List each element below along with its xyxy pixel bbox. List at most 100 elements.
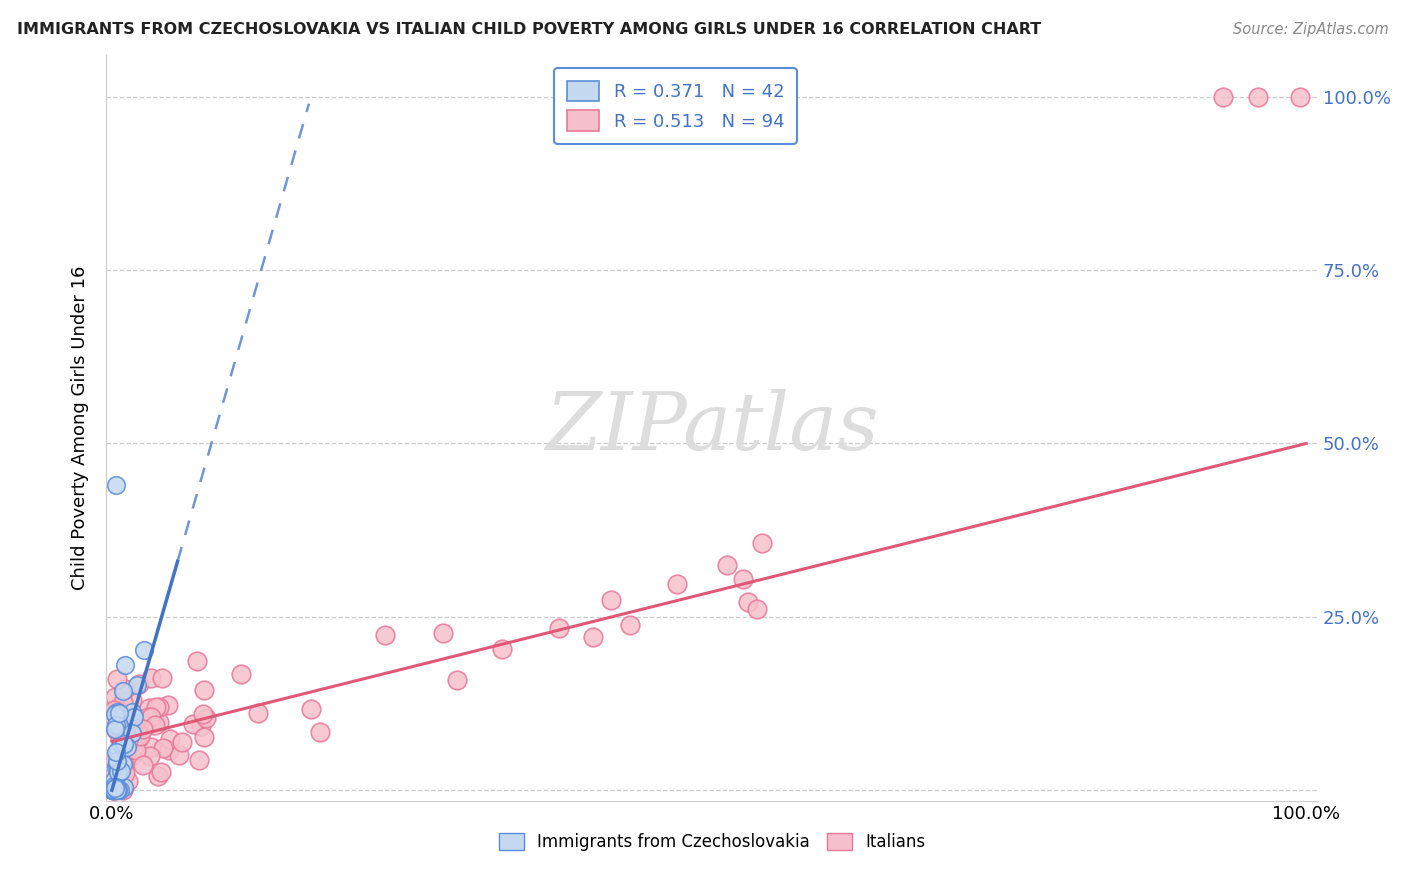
Y-axis label: Child Poverty Among Girls Under 16: Child Poverty Among Girls Under 16 xyxy=(72,266,89,591)
Point xyxy=(120,748,142,763)
Point xyxy=(114,681,136,696)
Point xyxy=(112,694,135,708)
Point xyxy=(101,783,124,797)
Point xyxy=(157,698,180,712)
Point xyxy=(446,673,468,687)
Point xyxy=(159,732,181,747)
Point xyxy=(103,783,125,797)
Point xyxy=(172,735,194,749)
Point xyxy=(101,783,124,797)
Point xyxy=(432,625,454,640)
Point xyxy=(108,731,131,745)
Point xyxy=(122,710,145,724)
Point xyxy=(103,764,125,778)
Text: ZIPatlas: ZIPatlas xyxy=(546,389,879,467)
Text: IMMIGRANTS FROM CZECHOSLOVAKIA VS ITALIAN CHILD POVERTY AMONG GIRLS UNDER 16 COR: IMMIGRANTS FROM CZECHOSLOVAKIA VS ITALIA… xyxy=(17,22,1040,37)
Point xyxy=(128,731,150,746)
Point xyxy=(193,706,215,721)
Point xyxy=(104,745,127,759)
Point xyxy=(114,751,136,765)
Point xyxy=(115,739,138,754)
Point xyxy=(666,577,689,591)
Point xyxy=(108,783,131,797)
Point xyxy=(737,595,759,609)
Point xyxy=(112,684,135,698)
Point xyxy=(104,780,127,794)
Point xyxy=(110,764,132,779)
Point xyxy=(145,699,167,714)
Point xyxy=(149,764,172,779)
Point xyxy=(716,558,738,572)
Point xyxy=(193,731,215,745)
Point xyxy=(547,621,569,635)
Point xyxy=(103,779,125,793)
Point xyxy=(374,627,396,641)
Point xyxy=(103,783,125,797)
Point xyxy=(104,690,127,705)
Point xyxy=(299,701,322,715)
Point xyxy=(112,737,135,751)
Point xyxy=(104,718,127,732)
Point xyxy=(107,767,129,781)
Point xyxy=(105,783,128,797)
Point xyxy=(104,760,127,774)
Point xyxy=(138,749,160,764)
Point xyxy=(129,729,152,743)
Point xyxy=(139,739,162,754)
Point xyxy=(114,657,136,672)
Point xyxy=(751,536,773,550)
Point xyxy=(141,710,163,724)
Point xyxy=(112,758,135,772)
Point xyxy=(132,643,155,657)
Point xyxy=(131,714,153,729)
Point xyxy=(104,714,127,729)
Point xyxy=(157,743,180,757)
Point xyxy=(148,715,170,730)
Point xyxy=(101,783,124,797)
Point xyxy=(582,631,605,645)
Point xyxy=(115,712,138,726)
Point xyxy=(190,719,212,733)
Point xyxy=(111,730,134,744)
Point xyxy=(104,723,127,738)
Point xyxy=(308,724,330,739)
Point xyxy=(103,710,125,724)
Point xyxy=(107,765,129,780)
Point xyxy=(103,703,125,717)
Point xyxy=(125,743,148,757)
Point xyxy=(105,756,128,771)
Point xyxy=(229,666,252,681)
Point xyxy=(247,706,270,721)
Point xyxy=(101,757,124,772)
Point xyxy=(132,722,155,736)
Point xyxy=(107,783,129,797)
Point xyxy=(131,758,153,772)
Point xyxy=(101,783,124,797)
Point xyxy=(105,478,128,492)
Point xyxy=(152,740,174,755)
Point xyxy=(101,718,124,732)
Point xyxy=(136,709,159,723)
Point xyxy=(143,707,166,722)
Point xyxy=(128,676,150,690)
Point xyxy=(138,701,160,715)
Point xyxy=(181,717,204,731)
Point xyxy=(731,572,754,586)
Point xyxy=(107,699,129,714)
Point xyxy=(114,727,136,741)
Point xyxy=(125,678,148,692)
Point xyxy=(143,718,166,732)
Point xyxy=(1289,89,1312,103)
Point xyxy=(745,602,768,616)
Point xyxy=(104,723,127,737)
Point xyxy=(118,731,141,746)
Point xyxy=(110,737,132,751)
Point xyxy=(148,768,170,782)
Point xyxy=(117,774,139,789)
Point xyxy=(107,743,129,757)
Point xyxy=(112,783,135,797)
Point xyxy=(111,757,134,772)
Point xyxy=(141,671,163,685)
Point xyxy=(121,693,143,707)
Point xyxy=(104,706,127,721)
